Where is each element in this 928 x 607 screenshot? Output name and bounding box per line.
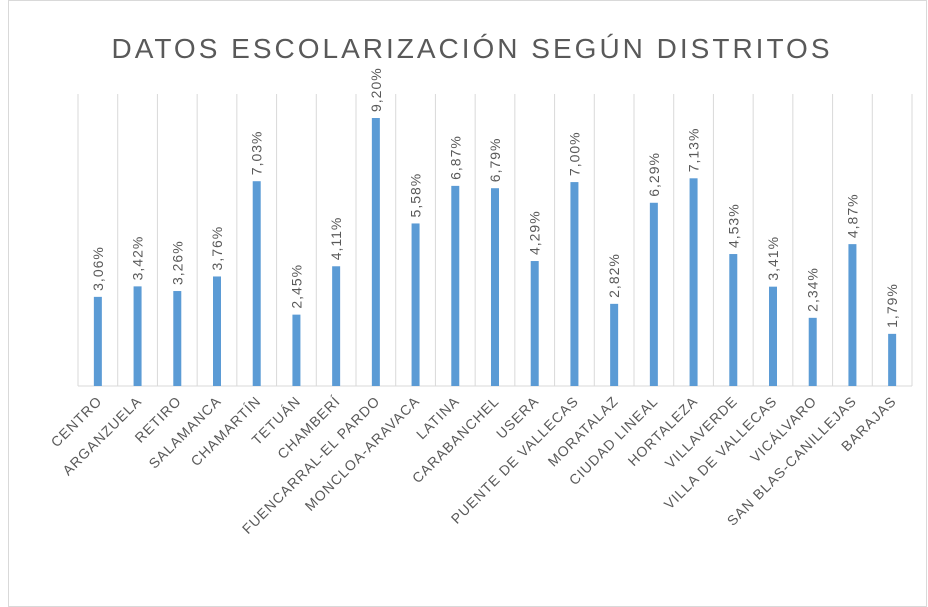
bar [610, 303, 619, 386]
value-label: 4,11% [328, 217, 344, 261]
bar [769, 286, 777, 386]
value-label: 3,06% [90, 246, 106, 291]
value-label: 4,29% [527, 210, 543, 255]
bar [808, 317, 817, 386]
value-label: 3,41% [765, 236, 781, 281]
value-label: 6,79% [487, 138, 503, 183]
value-label: 2,45% [288, 264, 304, 309]
chart-title: DATOS ESCOLARIZACIÓN SEGÚN DISTRITOS [112, 33, 833, 64]
value-label: 4,53% [725, 203, 741, 248]
value-label: 9,20% [368, 67, 384, 112]
bar [252, 181, 261, 386]
bar [689, 178, 698, 386]
value-label: 6,29% [646, 152, 662, 197]
bar [848, 244, 857, 386]
value-label: 3,26% [169, 240, 185, 285]
bar [173, 291, 182, 386]
bar [292, 314, 301, 386]
bar [649, 202, 658, 386]
value-label: 4,87% [844, 193, 860, 238]
value-label: 1,79% [884, 283, 900, 328]
value-label: 7,00% [566, 131, 582, 176]
bar [371, 118, 380, 386]
value-label: 2,34% [805, 267, 821, 312]
bar [133, 286, 142, 386]
value-label: 6,87% [447, 135, 463, 180]
bar [530, 261, 539, 386]
value-label: 5,58% [408, 173, 424, 218]
value-label: 2,82% [606, 253, 622, 298]
value-label: 3,76% [209, 226, 225, 271]
bar [451, 185, 460, 386]
bar [213, 276, 221, 386]
value-label: 3,42% [130, 236, 146, 281]
bar [411, 223, 420, 386]
bar [570, 182, 579, 386]
value-label: 7,13% [686, 128, 702, 173]
bar [332, 266, 341, 386]
bar [888, 333, 897, 386]
bar [729, 254, 738, 386]
value-label: 7,03% [249, 131, 265, 176]
bar [93, 296, 102, 386]
bar [491, 188, 499, 386]
